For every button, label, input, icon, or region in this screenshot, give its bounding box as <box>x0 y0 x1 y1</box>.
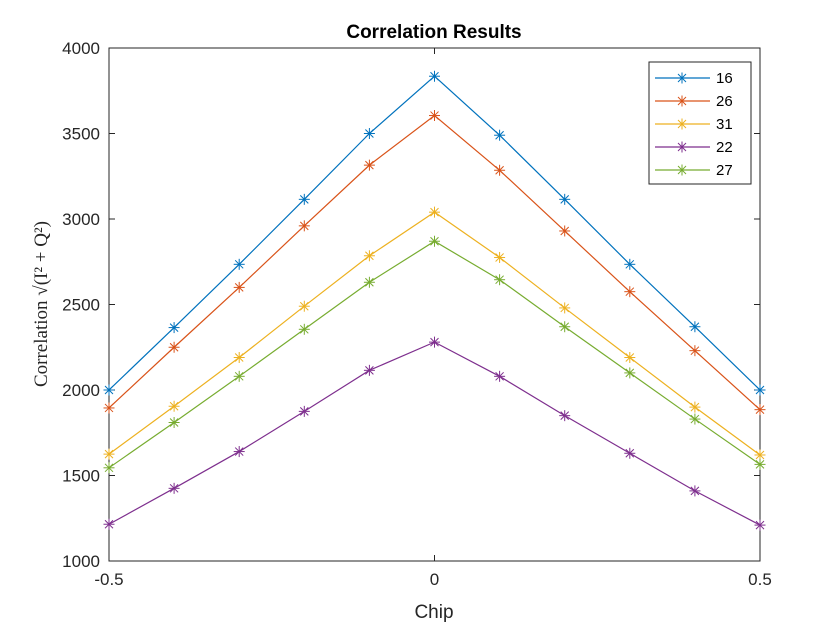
data-point <box>559 321 571 333</box>
data-point <box>429 235 440 247</box>
data-point <box>168 322 180 334</box>
data-point <box>754 519 766 531</box>
legend-marker <box>676 72 688 84</box>
data-point <box>103 518 115 530</box>
data-point <box>233 446 245 458</box>
y-tick-label: 2500 <box>62 296 100 315</box>
legend-label: 31 <box>716 116 733 133</box>
data-point <box>298 405 310 417</box>
data-point <box>363 364 375 376</box>
legend-label: 22 <box>716 139 733 156</box>
data-point <box>689 485 701 497</box>
data-point <box>754 404 766 416</box>
data-point <box>298 220 310 232</box>
legend-item-26: 26 <box>655 93 733 110</box>
data-point <box>168 400 180 412</box>
data-point <box>689 401 701 413</box>
legend-marker <box>676 118 688 130</box>
data-point <box>429 206 440 218</box>
data-point <box>298 300 310 312</box>
data-point <box>624 367 636 379</box>
data-point <box>429 110 440 122</box>
data-point <box>624 258 636 270</box>
data-point <box>754 384 766 396</box>
data-point <box>754 458 766 470</box>
series-31 <box>103 206 766 461</box>
legend-item-31: 31 <box>655 116 733 133</box>
data-point <box>103 448 115 460</box>
data-point <box>168 416 180 428</box>
legend-label: 16 <box>716 70 733 87</box>
data-point <box>559 193 571 205</box>
chart-title: Correlation Results <box>346 22 521 43</box>
data-point <box>233 258 245 270</box>
legend-box <box>648 61 752 185</box>
x-tick-label: 0 <box>430 570 439 589</box>
series-layer <box>103 70 766 531</box>
data-point <box>103 402 115 414</box>
series-16 <box>103 70 766 396</box>
legend-item-16: 16 <box>655 70 733 87</box>
data-point <box>363 128 375 139</box>
x-tick-label: -0.5 <box>94 570 123 589</box>
y-tick-label: 2000 <box>62 381 100 400</box>
series-22 <box>103 336 766 531</box>
data-point <box>103 462 115 474</box>
data-point <box>429 336 440 348</box>
x-tick-label: 0.5 <box>748 570 772 589</box>
data-point <box>168 341 180 353</box>
data-point <box>624 352 636 364</box>
data-point <box>624 447 636 459</box>
data-point <box>754 449 766 461</box>
data-point <box>494 251 506 263</box>
data-point <box>233 370 245 382</box>
data-point <box>363 276 375 288</box>
data-point <box>689 413 701 425</box>
data-point <box>494 370 506 382</box>
data-point <box>103 384 115 396</box>
x-axis-label: Chip <box>414 602 453 623</box>
data-point <box>559 225 571 237</box>
data-point <box>363 159 375 171</box>
data-point <box>624 286 636 298</box>
legend-label: 27 <box>716 162 733 179</box>
data-point <box>494 274 506 286</box>
y-tick-label: 1500 <box>62 467 100 486</box>
y-tick-label: 4000 <box>62 39 100 58</box>
y-axis-label-text: Correlation √(I² + Q²) <box>31 221 52 387</box>
legend: 16 26 31 22 27 <box>648 61 752 185</box>
legend-marker <box>676 141 688 153</box>
y-tick-label: 1000 <box>62 552 100 571</box>
y-axis-label: Correlation √(I² + Q²) <box>31 221 52 387</box>
axis-ticks: -0.5 0 0.5 1000 1500 2000 2500 3000 3500 4000 <box>62 39 772 589</box>
data-point <box>689 345 701 357</box>
legend-label: 26 <box>716 93 733 110</box>
series-27 <box>103 235 766 474</box>
data-point <box>298 323 310 335</box>
series-26 <box>103 110 766 416</box>
data-point <box>429 70 440 82</box>
data-point <box>233 281 245 293</box>
data-point <box>363 250 375 262</box>
data-point <box>559 302 571 314</box>
legend-marker <box>676 95 688 107</box>
data-point <box>168 482 180 494</box>
data-point <box>233 352 245 364</box>
data-point <box>689 321 701 333</box>
y-tick-label: 3500 <box>62 125 100 144</box>
data-point <box>559 410 571 422</box>
y-tick-label: 3000 <box>62 210 100 229</box>
legend-item-22: 22 <box>655 139 733 156</box>
legend-marker <box>676 164 688 176</box>
data-point <box>298 193 310 205</box>
data-point <box>494 129 506 141</box>
legend-item-27: 27 <box>655 162 733 179</box>
data-point <box>494 164 506 176</box>
